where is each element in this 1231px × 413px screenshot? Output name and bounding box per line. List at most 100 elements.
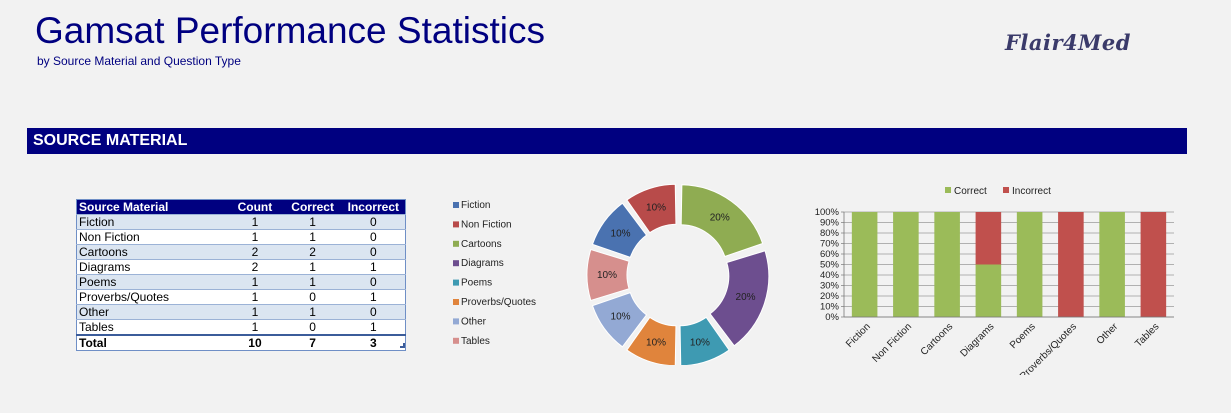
legend-label: Cartoons bbox=[461, 239, 502, 250]
table-cell[interactable]: 0 bbox=[341, 274, 406, 290]
column-header[interactable]: Source Material bbox=[76, 199, 227, 215]
table-cell[interactable]: 0 bbox=[341, 304, 406, 320]
legend-swatch bbox=[945, 187, 951, 193]
table-cell[interactable]: 2 bbox=[226, 244, 284, 260]
column-header[interactable]: Correct bbox=[283, 199, 342, 215]
stacked-bar-chart[interactable]: Correct Incorrect 0%10%20%30%40%50%60%70%8… bbox=[800, 180, 1180, 375]
table-cell[interactable]: Non Fiction bbox=[76, 229, 227, 245]
table-cell[interactable]: 1 bbox=[283, 214, 342, 230]
doughnut-slice[interactable] bbox=[591, 292, 648, 348]
data-label: 10% bbox=[690, 338, 710, 349]
doughnut-slice[interactable] bbox=[709, 250, 770, 347]
table-cell[interactable]: Total bbox=[76, 334, 227, 351]
table-cell[interactable]: 1 bbox=[226, 214, 284, 230]
table-cell[interactable]: 1 bbox=[283, 304, 342, 320]
tick-label: 40% bbox=[820, 270, 840, 281]
data-label: 10% bbox=[646, 338, 666, 349]
column-header[interactable]: Incorrect bbox=[341, 199, 406, 215]
bar-segment[interactable] bbox=[851, 212, 878, 317]
bar-segment[interactable] bbox=[1058, 212, 1084, 317]
table-cell[interactable]: 1 bbox=[283, 259, 342, 275]
category-label: Fiction bbox=[844, 321, 873, 350]
page-subtitle: by Source Material and Question Type bbox=[37, 54, 241, 68]
legend-label: Correct bbox=[954, 186, 987, 197]
table-cell[interactable]: 1 bbox=[226, 304, 284, 320]
table-cell[interactable]: 1 bbox=[226, 274, 284, 290]
bar-segment[interactable] bbox=[975, 212, 1002, 265]
doughnut-slice[interactable] bbox=[679, 316, 730, 365]
table-cell[interactable]: 1 bbox=[341, 289, 406, 305]
legend-label: Fiction bbox=[461, 200, 490, 211]
legend-swatch bbox=[1003, 187, 1009, 193]
table-row: Diagrams 2 1 1 bbox=[76, 259, 406, 275]
table-row: Tables 1 0 1 bbox=[76, 319, 406, 335]
table-cell[interactable]: 0 bbox=[341, 214, 406, 230]
bar-segment[interactable] bbox=[934, 212, 960, 317]
source-material-table[interactable]: Source Material Count Correct Incorrect … bbox=[76, 199, 406, 351]
doughnut-slice[interactable] bbox=[680, 184, 764, 258]
tick-label: 0% bbox=[825, 312, 839, 323]
legend-label: Tables bbox=[461, 336, 490, 347]
tick-label: 90% bbox=[820, 218, 840, 229]
table-cell[interactable]: 10 bbox=[226, 334, 284, 351]
table-cell[interactable]: Proverbs/Quotes bbox=[76, 289, 227, 305]
table-cell[interactable]: Fiction bbox=[76, 214, 227, 230]
doughnut-slice[interactable] bbox=[626, 316, 677, 365]
bar-segment[interactable] bbox=[1140, 212, 1167, 317]
table-cell[interactable]: 1 bbox=[226, 319, 284, 335]
table-row: Proverbs/Quotes 1 0 1 bbox=[76, 289, 406, 305]
table-cell[interactable]: Cartoons bbox=[76, 244, 227, 260]
table-cell[interactable]: 3 bbox=[341, 334, 406, 351]
tick-label: 80% bbox=[820, 228, 840, 239]
table-cell[interactable]: 1 bbox=[341, 319, 406, 335]
table-cell[interactable]: 1 bbox=[283, 274, 342, 290]
table-total-row: Total 10 7 3 bbox=[76, 334, 406, 351]
legend-swatch bbox=[453, 318, 459, 325]
bar-segment[interactable] bbox=[1016, 212, 1043, 317]
table-cell[interactable]: 7 bbox=[283, 334, 342, 351]
table-cell[interactable]: 0 bbox=[283, 289, 342, 305]
doughnut-chart[interactable]: Fiction Non Fiction Cartoons Diagrams Poems P… bbox=[440, 180, 780, 365]
tick-label: 100% bbox=[815, 207, 840, 218]
table-cell[interactable]: 0 bbox=[341, 229, 406, 245]
brand-logo: Flair4Med bbox=[1005, 30, 1131, 55]
table-cell[interactable]: Other bbox=[76, 304, 227, 320]
doughnut-slice[interactable] bbox=[626, 183, 677, 234]
table-cell[interactable]: 2 bbox=[283, 244, 342, 260]
table-row: Fiction 1 1 0 bbox=[76, 214, 406, 230]
data-label: 10% bbox=[611, 228, 631, 239]
legend-label: Incorrect bbox=[1012, 186, 1051, 197]
table-cell[interactable]: Tables bbox=[76, 319, 227, 335]
doughnut-slice[interactable] bbox=[591, 202, 648, 258]
data-label: 10% bbox=[646, 202, 666, 213]
table-header-row: Source Material Count Correct Incorrect bbox=[76, 199, 406, 215]
bar-segment[interactable] bbox=[1099, 212, 1125, 317]
legend-label: Diagrams bbox=[461, 258, 504, 269]
table-cell[interactable]: Diagrams bbox=[76, 259, 227, 275]
category-label: Non Fiction bbox=[870, 321, 914, 365]
table-cell[interactable]: 0 bbox=[283, 319, 342, 335]
data-label: 10% bbox=[597, 270, 617, 281]
table-cell[interactable]: Poems bbox=[76, 274, 227, 290]
table-cell[interactable]: 2 bbox=[226, 259, 284, 275]
table-cell[interactable]: 0 bbox=[341, 244, 406, 260]
column-header[interactable]: Count bbox=[226, 199, 284, 215]
section-header: SOURCE MATERIAL bbox=[27, 128, 1187, 154]
doughnut-slice[interactable] bbox=[586, 248, 630, 302]
table-resize-handle[interactable] bbox=[400, 343, 405, 348]
bar-segment[interactable] bbox=[893, 212, 919, 317]
table-cell[interactable]: 1 bbox=[226, 289, 284, 305]
category-label: Cartoons bbox=[919, 321, 955, 357]
table-row: Non Fiction 1 1 0 bbox=[76, 229, 406, 245]
category-label: Diagrams bbox=[958, 321, 996, 359]
table-cell[interactable]: 1 bbox=[226, 229, 284, 245]
bar-segment[interactable] bbox=[975, 264, 1002, 318]
table-row: Other 1 1 0 bbox=[76, 304, 406, 320]
tick-label: 20% bbox=[820, 291, 840, 302]
legend-swatch bbox=[453, 240, 459, 247]
legend-swatch bbox=[453, 279, 459, 286]
legend-swatch bbox=[453, 202, 459, 208]
table-cell[interactable]: 1 bbox=[341, 259, 406, 275]
table-cell[interactable]: 1 bbox=[283, 229, 342, 245]
data-label: 10% bbox=[611, 312, 631, 323]
